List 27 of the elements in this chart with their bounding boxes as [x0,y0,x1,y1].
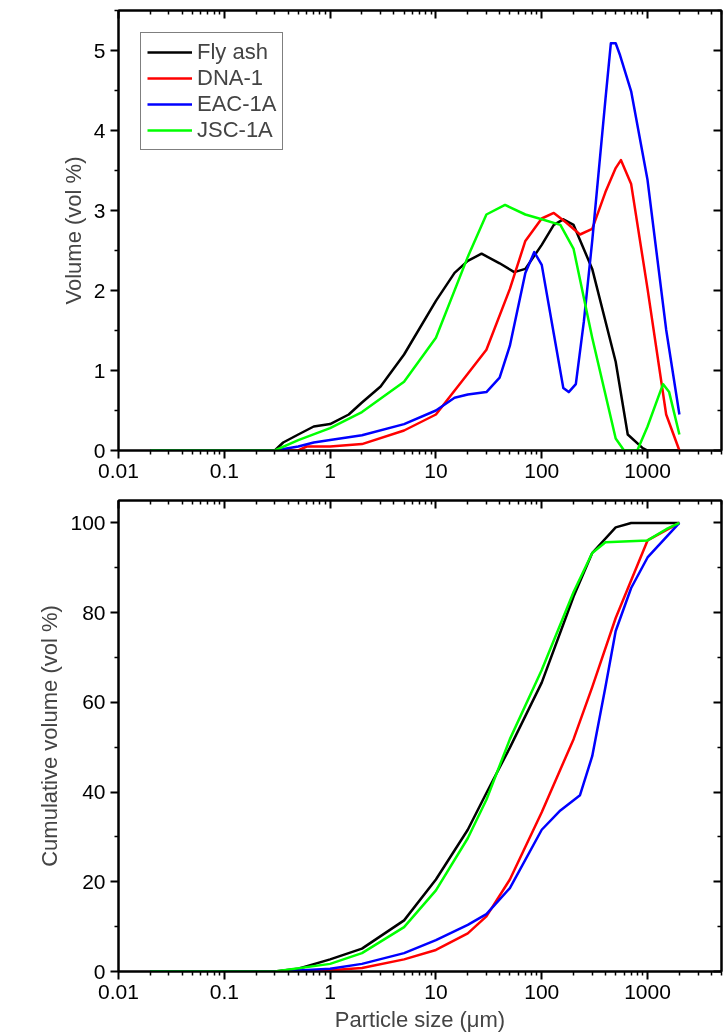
legend-label: EAC-1A [197,91,277,117]
x-axis-title: Particle size (μm) [334,1006,506,1032]
y-tick-label: 20 [82,869,106,893]
y-tick-label: 60 [82,690,106,714]
y-tick-label: 4 [93,118,106,142]
x-tick-label: 100 [524,979,560,1003]
y-axis-title: Volume (vol %) [60,156,86,305]
y-tick-label: 2 [93,278,106,302]
x-tick-label: 10 [424,458,448,482]
legend-label: DNA-1 [197,65,264,91]
y-tick-label: 3 [93,198,106,222]
x-tick-label: 10 [424,979,448,1003]
x-tick-label: 1 [324,458,336,482]
x-tick-label: 1000 [624,458,671,482]
y-tick-label: 1 [93,358,106,382]
y-axis-title: Cumulative volume (vol %) [37,605,63,867]
x-tick-label: 0.1 [209,458,239,482]
x-tick-label: 1 [324,979,336,1003]
legend-label: JSC-1A [197,117,273,143]
legend-label: Fly ash [197,39,268,65]
x-tick-label: 100 [524,458,560,482]
y-tick-label: 40 [82,780,106,804]
x-tick-label: 1000 [624,979,671,1003]
y-tick-label: 5 [93,38,106,62]
y-tick-label: 100 [70,510,106,534]
y-tick-label: 80 [82,600,106,624]
x-tick-label: 0.1 [209,979,239,1003]
